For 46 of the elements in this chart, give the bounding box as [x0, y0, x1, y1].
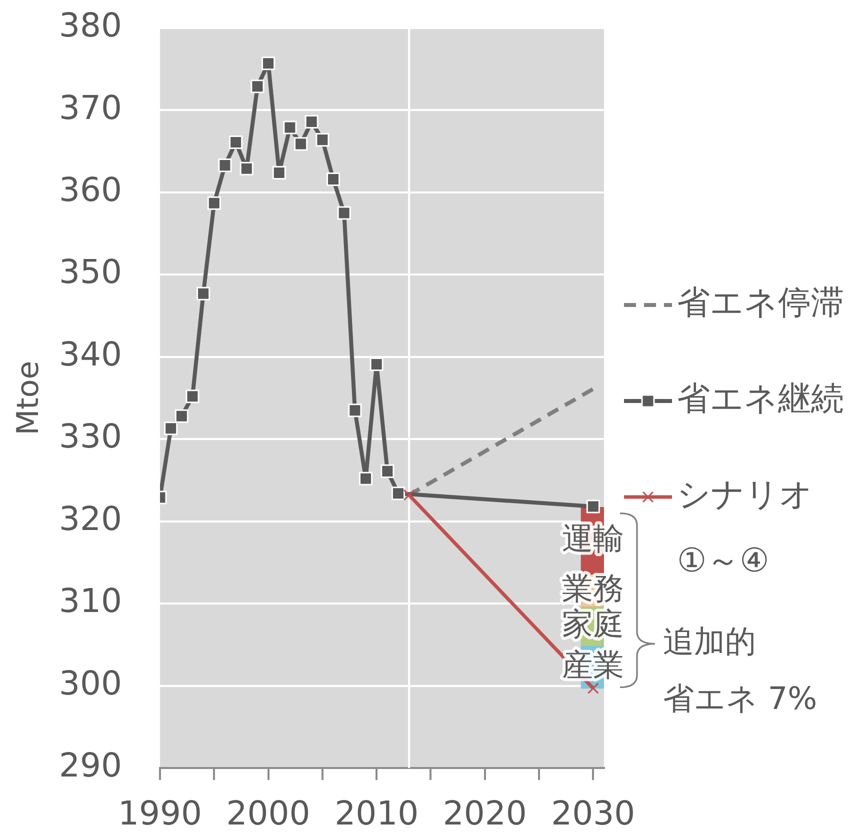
point: [586, 500, 600, 514]
y-tick-label: 330: [59, 416, 122, 456]
point: [403, 489, 415, 501]
y-tick-label: 380: [59, 6, 122, 45]
x-tick-label: 2000: [226, 793, 310, 832]
text: 省エネ 7%: [663, 680, 818, 717]
x-tick-label: 2020: [442, 793, 527, 832]
point: [186, 390, 200, 404]
point: [316, 133, 330, 147]
y-tick-label: 360: [59, 170, 122, 210]
y-tick-label: 310: [59, 581, 122, 620]
point: [358, 472, 373, 486]
y-tick-label: 340: [59, 334, 122, 374]
point: [240, 162, 254, 176]
point: [164, 422, 178, 436]
legend-label: 省エネ継続: [677, 378, 844, 418]
point: [326, 172, 340, 186]
y-tick-label: 320: [59, 498, 122, 538]
point: [370, 358, 384, 372]
point: [272, 166, 286, 180]
point: [283, 120, 297, 134]
y-tick-label: 300: [59, 663, 122, 702]
point: [304, 114, 318, 128]
point: [380, 464, 394, 478]
point: [587, 682, 599, 694]
point: [174, 409, 188, 423]
point: [262, 56, 276, 70]
point: [218, 158, 232, 172]
point: [337, 206, 351, 220]
point: [391, 486, 406, 500]
y-axis-title: Mtoe: [10, 360, 46, 436]
text: 追加的: [663, 624, 756, 660]
point: [207, 196, 221, 210]
y-tick-label: 290: [59, 746, 122, 785]
y-tick-label: 370: [59, 88, 122, 127]
y-tick-label: 350: [59, 252, 122, 292]
point: [348, 404, 362, 418]
legend-label: シナリオ ①～④: [677, 474, 813, 580]
x-tick-label: 2030: [551, 793, 636, 832]
x-tick-label: 2010: [334, 793, 419, 832]
point: [294, 137, 308, 151]
point: [196, 286, 210, 300]
legend-label: 省エネ停滞: [677, 282, 844, 322]
point: [250, 80, 264, 94]
x-tick-label: 1990: [118, 793, 202, 832]
point: [229, 136, 243, 150]
